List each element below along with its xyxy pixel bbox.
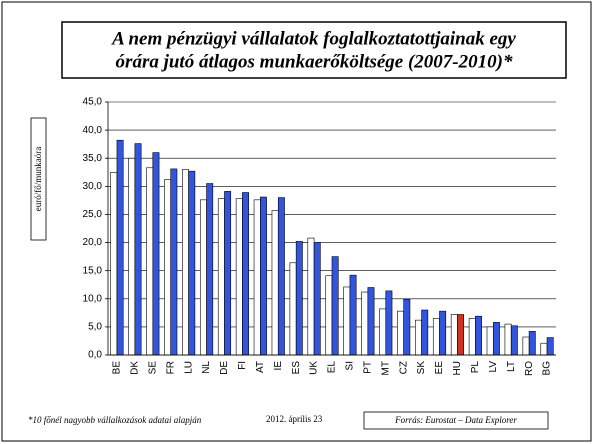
x-tick-label: HU [452, 361, 463, 375]
x-tick-label: PL [470, 361, 481, 374]
x-tick-label: LV [488, 361, 499, 373]
bar [110, 171, 118, 356]
date: 2012. április 23 [266, 414, 323, 424]
x-tick-label: PT [362, 361, 373, 374]
x-tick-label: FI [237, 361, 248, 370]
bar [540, 342, 548, 356]
y-label-box [30, 117, 47, 241]
x-tick-label: SK [416, 361, 427, 375]
bar [313, 242, 321, 356]
bar [439, 310, 447, 356]
y-tick-label: 25,0 [83, 209, 103, 220]
x-tick-label: MT [380, 361, 391, 375]
x-tick-label: IE [273, 361, 284, 371]
x-tick-label: RO [524, 361, 535, 376]
bar [253, 199, 261, 356]
y-tick-label: 20,0 [83, 237, 103, 248]
bar [486, 326, 494, 356]
y-axis-label: euró/fő/munkaóra [33, 147, 43, 211]
bar [295, 241, 303, 356]
bar [343, 286, 351, 356]
bar [361, 291, 369, 356]
bar [432, 318, 440, 356]
bar [152, 152, 160, 356]
bar [307, 237, 315, 356]
bar [504, 323, 512, 356]
y-tick-label: 35,0 [83, 153, 103, 164]
y-tick-label: 45,0 [83, 97, 103, 108]
footnote: *10 főnél nagyobb vállalkozások adatai a… [28, 415, 202, 425]
source: Forrás: Eurostat – Data Explorer [394, 415, 517, 425]
x-tick-label: EE [434, 361, 445, 375]
bar [199, 199, 207, 356]
bar [367, 287, 375, 356]
x-tick-label: SI [345, 361, 356, 370]
bar [468, 318, 476, 356]
bar [492, 322, 500, 356]
x-tick-label: LT [506, 361, 517, 372]
y-tick-label: 10,0 [83, 293, 103, 304]
bar [528, 331, 536, 356]
bar [510, 325, 518, 356]
source-box [363, 411, 549, 430]
bar [206, 183, 214, 356]
bar [457, 314, 465, 356]
bar [450, 314, 458, 356]
bar [415, 319, 422, 356]
x-tick-label: DE [219, 361, 230, 375]
x-tick-label: UK [309, 361, 320, 375]
bar [325, 275, 333, 356]
bar [217, 198, 225, 356]
bar [116, 139, 124, 356]
x-tick-label: NL [201, 361, 212, 374]
bar [164, 179, 172, 356]
bar [235, 198, 243, 356]
bar [289, 262, 297, 356]
x-tick-label: FR [165, 361, 176, 374]
bar [182, 169, 189, 356]
y-tick-label: 15,0 [83, 265, 103, 276]
bar [349, 274, 357, 356]
title-line: órára jutó átlagos munkaerőköltsége (200… [116, 51, 513, 72]
bar [188, 170, 196, 356]
x-tick-label: BE [112, 361, 123, 375]
x-tick-label: DK [130, 361, 141, 375]
y-tick-label: 30,0 [83, 181, 103, 192]
bar [128, 157, 136, 356]
bar [522, 336, 530, 356]
bar [134, 143, 142, 356]
bar [271, 210, 279, 356]
bar [385, 290, 393, 356]
x-tick-label: EL [327, 361, 338, 374]
x-tick-label: ES [291, 361, 302, 375]
bar [170, 168, 178, 356]
bar [403, 299, 411, 356]
bar [146, 167, 154, 356]
bar [242, 192, 249, 356]
bar [475, 315, 482, 356]
bar [379, 308, 387, 356]
y-tick-label: 5,0 [88, 322, 102, 333]
bar [260, 196, 267, 356]
x-tick-label: AT [255, 361, 266, 373]
x-tick-label: CZ [398, 361, 409, 374]
bar [224, 191, 232, 356]
bar [421, 309, 429, 356]
x-tick-label: SE [147, 361, 158, 375]
y-tick-label: 0,0 [88, 350, 102, 361]
y-tick-label: 40,0 [83, 125, 103, 136]
title-box [61, 21, 567, 79]
title-line: A nem pénzügyi vállalatok foglalkoztatot… [111, 28, 516, 49]
x-tick-label: BG [542, 361, 553, 376]
bar [397, 310, 404, 356]
bar [546, 337, 554, 356]
bar [277, 197, 285, 356]
x-tick-label: LU [183, 361, 194, 374]
bar [331, 256, 339, 356]
